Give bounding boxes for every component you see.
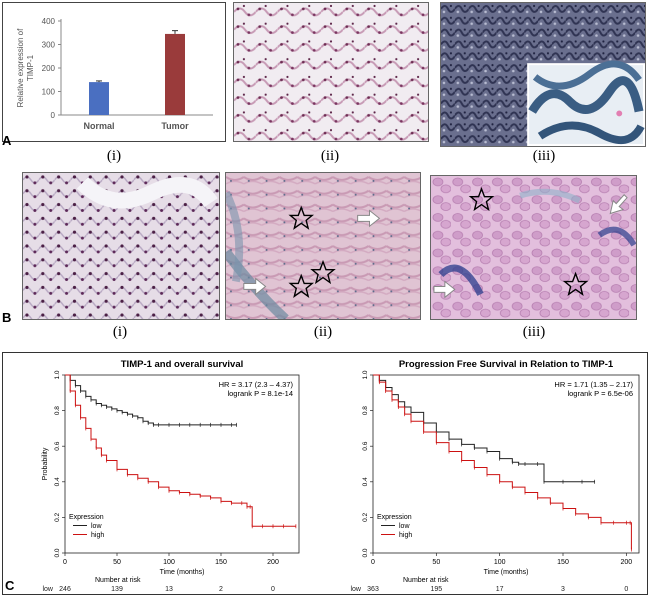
risk-value: 363	[367, 586, 379, 593]
y-tick-label: 0.4	[362, 477, 369, 486]
km-chart-1: TIMP-1 and overall survival 0.0 0.2 0.4 0.6 0…	[40, 359, 300, 597]
sublabel-a-iii: (iii)	[532, 148, 556, 164]
category-label: Tumor	[161, 121, 189, 131]
legend-title: Expression	[377, 514, 412, 521]
x-tick-label: 0	[371, 559, 375, 566]
chart-title: Progression Free Survival in Relation to…	[399, 359, 614, 370]
risk-value: 195	[430, 586, 442, 593]
x-tick-label: 200	[620, 559, 632, 566]
panel-label-a: A	[2, 133, 12, 148]
y-tick-label: 100	[42, 88, 56, 97]
y-tick-label: 0.6	[362, 441, 369, 450]
risk-header: Number at risk	[95, 577, 141, 584]
survival-panel: TIMP-1 and overall survival 0.0 0.2 0.4 0.6 0…	[2, 352, 648, 597]
x-tick-label: 50	[432, 559, 440, 566]
x-tick-label: 50	[113, 559, 121, 566]
y-tick-label: 0.4	[54, 477, 61, 486]
y-tick-label: 1.0	[362, 370, 369, 379]
survival-curve-high	[373, 374, 632, 550]
y-tick-label: 200	[42, 64, 56, 73]
risk-value: 13	[165, 586, 173, 593]
risk-row-label-low: low	[42, 586, 53, 593]
panel-label-b: B	[2, 310, 12, 325]
x-tick-label: 0	[63, 559, 67, 566]
sublabel-a-i: (i)	[106, 148, 122, 164]
x-tick-label: 150	[215, 559, 227, 566]
risk-row-label-low: low	[350, 586, 361, 593]
legend-title: Expression	[69, 514, 104, 521]
x-tick-label: 150	[557, 559, 569, 566]
legend-label-high: high	[399, 532, 412, 539]
micrograph-b-ii	[225, 172, 421, 320]
survival-curve-high	[65, 374, 296, 527]
risk-value: 3	[561, 586, 565, 593]
km-chart-2: Progression Free Survival in Relation to…	[348, 359, 640, 597]
risk-header: Number at risk	[403, 577, 449, 584]
bar-tumor	[165, 33, 185, 115]
x-tick-label: 100	[163, 559, 175, 566]
y-tick-label: 0.0	[54, 548, 61, 557]
y-tick-label: 400	[42, 17, 56, 26]
legend-label-low: low	[399, 523, 410, 530]
risk-value: 0	[271, 586, 275, 593]
sublabel-b-i: (i)	[112, 324, 128, 340]
legend-label-high: high	[91, 532, 104, 539]
y-tick-label: 0.6	[54, 441, 61, 450]
risk-value: 246	[59, 586, 71, 593]
bar-chart-panel: 0 100 200 300 400 Relative expression ofTIMP-…	[2, 2, 226, 142]
x-axis-label: Time (months)	[484, 569, 529, 576]
bar-chart: 0 100 200 300 400 Relative expression ofTIMP-…	[16, 17, 213, 131]
risk-value: 139	[111, 586, 123, 593]
micrograph-b-i	[22, 172, 220, 320]
y-axis-label: Relative expression ofTIMP-1	[16, 28, 35, 107]
risk-value: 0	[624, 586, 628, 593]
y-tick-label: 0.2	[362, 513, 369, 522]
stat-line: HR = 3.17 (2.3 – 4.37)	[219, 380, 294, 389]
y-tick-label: 0.8	[362, 406, 369, 415]
risk-value: 17	[496, 586, 504, 593]
sublabel-b-iii: (iii)	[522, 324, 546, 340]
category-label: Normal	[83, 121, 114, 131]
micrograph-a-ii	[233, 2, 429, 142]
y-tick-label: 0.0	[362, 548, 369, 557]
y-axis-label-line: TIMP-1	[26, 54, 35, 81]
stat-line: logrank P = 8.1e-14	[227, 389, 293, 398]
y-axis-label-line: Relative expression of	[16, 28, 25, 107]
x-axis-label: Time (months)	[160, 569, 205, 576]
x-tick-label: 100	[494, 559, 506, 566]
x-tick-label: 200	[267, 559, 279, 566]
y-tick-label: 0	[51, 111, 56, 120]
stat-line: logrank P = 6.5e-06	[567, 389, 633, 398]
chart-title: TIMP-1 and overall survival	[121, 359, 244, 370]
y-tick-label: 0.8	[54, 406, 61, 415]
sublabel-a-ii: (ii)	[320, 148, 340, 164]
bar-normal	[89, 82, 109, 115]
sublabel-b-ii: (ii)	[313, 324, 333, 340]
micrograph-b-iii	[430, 175, 637, 320]
risk-value: 2	[219, 586, 223, 593]
y-tick-label: 0.2	[54, 513, 61, 522]
km-charts: TIMP-1 and overall survival 0.0 0.2 0.4 0.6 0…	[40, 359, 640, 597]
y-axis-label: Probability	[42, 447, 49, 480]
legend-label-low: low	[91, 523, 102, 530]
survival-curve-low	[373, 374, 595, 483]
micrograph-a-iii	[440, 2, 646, 147]
y-tick-label: 300	[42, 41, 56, 50]
y-tick-label: 1.0	[54, 370, 61, 379]
plot-frame	[64, 374, 300, 554]
plot-frame	[372, 374, 640, 554]
panel-label-c: C	[5, 578, 15, 593]
stat-line: HR = 1.71 (1.35 – 2.17)	[554, 380, 633, 389]
